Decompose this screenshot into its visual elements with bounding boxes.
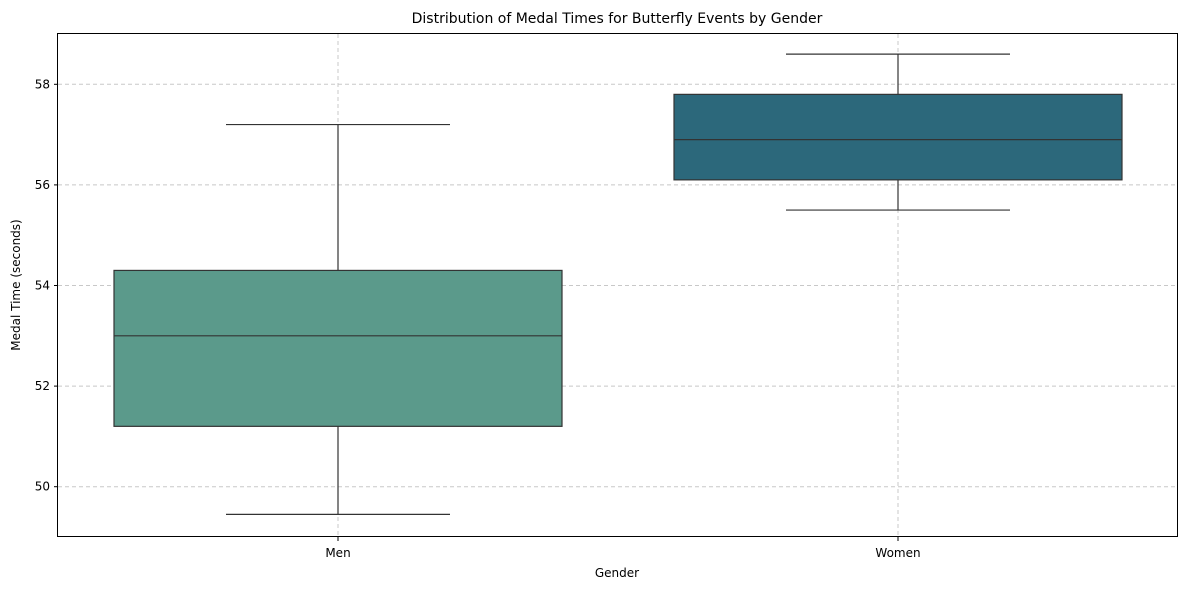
y-tick-label: 52 xyxy=(35,379,50,393)
y-tick-label: 54 xyxy=(35,279,50,293)
x-axis: Men Women xyxy=(325,537,921,560)
x-axis-label: Gender xyxy=(595,566,639,580)
y-axis: 50 52 54 56 58 xyxy=(35,77,58,494)
box-men xyxy=(113,123,563,515)
box-women xyxy=(673,53,1123,211)
y-tick-label: 56 xyxy=(35,178,50,192)
boxes-group xyxy=(113,53,1123,515)
y-tick-label: 58 xyxy=(35,77,50,91)
chart-title: Distribution of Medal Times for Butterfl… xyxy=(412,11,823,27)
iqr-box xyxy=(113,269,563,427)
grid-lines xyxy=(58,34,1178,537)
x-tick-label: Men xyxy=(325,546,350,560)
iqr-box xyxy=(673,93,1123,181)
x-tick-label: Women xyxy=(875,546,920,560)
y-axis-label: Medal Time (seconds) xyxy=(9,219,23,350)
y-tick-label: 50 xyxy=(35,480,50,494)
